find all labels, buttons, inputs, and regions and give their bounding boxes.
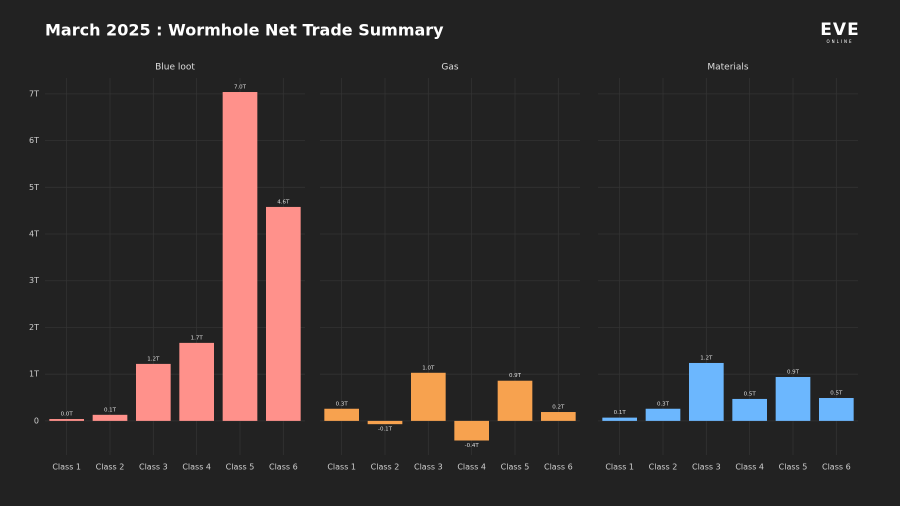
value-label: 0.0T xyxy=(61,412,74,418)
bar xyxy=(49,419,84,421)
value-label: 0.5T xyxy=(830,391,843,397)
y-tick-label: 0 xyxy=(34,416,39,425)
bar xyxy=(645,408,681,421)
value-label: 1.2T xyxy=(147,356,160,362)
x-tick-label: Class 1 xyxy=(52,463,81,472)
x-tick-label: Class 4 xyxy=(735,463,764,472)
logo: EVE xyxy=(820,20,859,40)
x-tick-label: Class 6 xyxy=(822,463,851,472)
value-label: 0.9T xyxy=(787,369,800,375)
value-label: 0.1T xyxy=(104,407,117,413)
bar xyxy=(497,380,533,421)
x-tick-label: Class 5 xyxy=(501,463,530,472)
value-label: 0.3T xyxy=(657,401,670,407)
bar xyxy=(689,362,724,421)
bar xyxy=(222,92,258,421)
x-tick-label: Class 2 xyxy=(649,463,678,472)
x-tick-label: Class 3 xyxy=(692,463,721,472)
x-tick-label: Class 1 xyxy=(605,463,634,472)
bar xyxy=(775,376,811,421)
y-tick-label: 3T xyxy=(29,276,39,285)
x-tick-label: Class 3 xyxy=(414,463,443,472)
value-label: 0.2T xyxy=(552,405,565,411)
y-tick-label: 2T xyxy=(29,323,39,332)
value-label: 1.0T xyxy=(422,365,435,371)
x-tick-label: Class 2 xyxy=(96,463,125,472)
bar xyxy=(732,398,767,421)
y-tick-label: 1T xyxy=(29,370,39,379)
chart-title: March 2025 : Wormhole Net Trade Summary xyxy=(45,21,444,40)
value-label: 1.2T xyxy=(700,355,713,361)
value-label: 4.6T xyxy=(277,199,290,205)
x-tick-label: Class 3 xyxy=(139,463,168,472)
value-label: 0.1T xyxy=(614,410,627,416)
value-label: 0.3T xyxy=(336,401,349,407)
value-label: 7.0T xyxy=(234,85,247,91)
x-tick-label: Class 4 xyxy=(457,463,486,472)
x-tick-label: Class 1 xyxy=(327,463,356,472)
x-tick-label: Class 5 xyxy=(226,463,255,472)
value-label: -0.1T xyxy=(378,427,393,433)
bar xyxy=(411,372,446,421)
value-label: 0.5T xyxy=(744,391,757,397)
bar xyxy=(266,206,301,421)
x-tick-label: Class 2 xyxy=(371,463,400,472)
value-label: -0.4T xyxy=(465,443,480,449)
y-tick-label: 5T xyxy=(29,183,39,192)
facet-title: Blue loot xyxy=(155,63,195,73)
logo-subtext: ONLINE xyxy=(826,39,853,44)
x-tick-label: Class 6 xyxy=(544,463,573,472)
bar xyxy=(324,408,359,421)
y-tick-label: 4T xyxy=(29,230,39,239)
x-tick-label: Class 4 xyxy=(182,463,211,472)
bar xyxy=(179,342,214,421)
facet-title: Gas xyxy=(441,63,458,73)
bar xyxy=(92,414,128,421)
y-tick-label: 7T xyxy=(29,89,39,98)
facet-title: Materials xyxy=(707,63,749,73)
bar xyxy=(454,420,489,441)
bar xyxy=(819,398,854,421)
x-tick-label: Class 5 xyxy=(779,463,808,472)
x-tick-label: Class 6 xyxy=(269,463,298,472)
bar xyxy=(602,417,637,421)
value-label: 0.9T xyxy=(509,373,522,379)
bar xyxy=(136,363,171,421)
value-label: 1.7T xyxy=(191,335,204,341)
bar xyxy=(367,420,403,425)
bar xyxy=(541,412,576,421)
y-tick-label: 6T xyxy=(29,136,39,145)
